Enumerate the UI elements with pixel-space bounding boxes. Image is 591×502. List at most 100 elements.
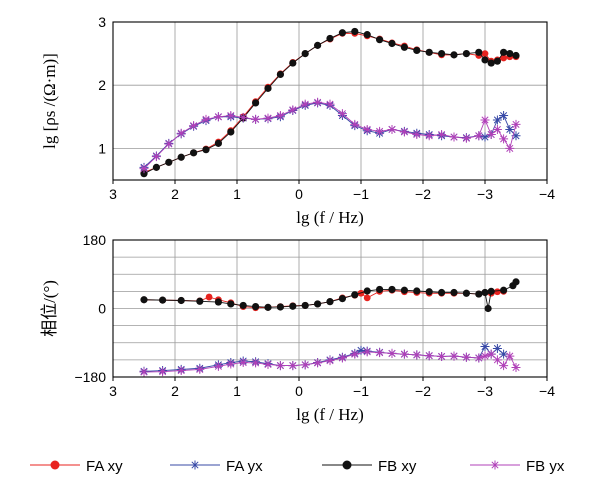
x-tick-label: 0 bbox=[295, 383, 303, 399]
data-point bbox=[511, 119, 521, 129]
data-point bbox=[351, 27, 359, 36]
y-tick-label: 2 bbox=[98, 77, 106, 93]
series-fb-xy bbox=[140, 278, 520, 313]
x-tick-label: 2 bbox=[171, 383, 179, 399]
data-point bbox=[400, 286, 408, 294]
data-point bbox=[462, 50, 470, 58]
data-point bbox=[214, 139, 222, 147]
data-point bbox=[226, 111, 236, 121]
data-point bbox=[326, 298, 334, 306]
data-point bbox=[276, 303, 284, 311]
data-point bbox=[289, 302, 297, 310]
data-point bbox=[213, 361, 223, 371]
data-point bbox=[413, 46, 421, 55]
data-point bbox=[425, 48, 433, 56]
data-point bbox=[438, 288, 446, 297]
x-tick-label: −3 bbox=[477, 383, 493, 399]
y-tick-label: 3 bbox=[98, 14, 106, 30]
data-point bbox=[487, 59, 495, 67]
x-tick-label: 0 bbox=[295, 186, 303, 202]
data-point bbox=[438, 50, 446, 58]
data-point bbox=[494, 288, 501, 296]
data-point bbox=[338, 295, 346, 303]
data-point bbox=[462, 289, 470, 297]
x-tick-label: 2 bbox=[171, 186, 179, 202]
data-point bbox=[139, 164, 149, 174]
data-point bbox=[288, 361, 298, 371]
data-point bbox=[164, 139, 174, 149]
x-tick-label: 1 bbox=[233, 186, 241, 202]
series-fa-yx bbox=[139, 342, 509, 376]
legend-label: FA yx bbox=[226, 458, 263, 475]
legend-label: FA xy bbox=[86, 458, 123, 475]
data-point bbox=[480, 132, 490, 142]
data-point bbox=[314, 41, 322, 49]
data-point bbox=[511, 131, 521, 141]
x-tick-label: −1 bbox=[353, 383, 369, 399]
data-point bbox=[424, 131, 434, 141]
data-point bbox=[387, 124, 397, 134]
y-tick-label: 180 bbox=[83, 232, 107, 248]
resistivity-panel: 3 2 1 0 −1 −2 −3 −4 1 2 3 lg (f / Hz) lg [ρs /(Ω·m)] bbox=[40, 14, 555, 227]
data-point bbox=[238, 112, 248, 122]
data-point bbox=[505, 143, 515, 153]
series-fb-yx bbox=[139, 347, 521, 377]
data-point bbox=[227, 300, 235, 308]
data-point bbox=[399, 349, 409, 359]
data-point bbox=[461, 133, 471, 143]
data-point bbox=[500, 54, 507, 62]
data-point bbox=[226, 359, 236, 369]
data-point bbox=[337, 109, 347, 119]
data-point bbox=[325, 99, 335, 109]
data-point bbox=[481, 56, 489, 64]
data-point bbox=[152, 163, 160, 171]
data-point bbox=[252, 302, 260, 311]
data-point bbox=[189, 121, 199, 131]
data-point bbox=[375, 348, 385, 358]
data-point bbox=[356, 345, 366, 355]
data-point bbox=[492, 343, 502, 353]
data-point bbox=[512, 278, 520, 286]
data-point bbox=[492, 124, 502, 134]
data-point bbox=[190, 149, 198, 157]
data-point bbox=[239, 301, 247, 310]
data-point bbox=[363, 287, 371, 295]
data-point bbox=[484, 304, 492, 313]
data-point bbox=[275, 361, 285, 371]
data-point bbox=[300, 360, 310, 370]
legend-item-fb-yx: FB yx bbox=[470, 458, 565, 475]
data-point bbox=[376, 285, 384, 294]
data-point bbox=[159, 296, 167, 304]
data-point bbox=[362, 347, 372, 357]
data-point bbox=[388, 39, 396, 48]
data-point bbox=[227, 128, 235, 136]
data-point bbox=[264, 303, 272, 311]
data-point bbox=[387, 348, 397, 358]
data-point bbox=[499, 111, 509, 121]
y-tick-label: 1 bbox=[98, 140, 106, 156]
x-tick-label: 3 bbox=[109, 186, 117, 202]
data-point bbox=[413, 287, 421, 295]
data-point bbox=[326, 34, 334, 43]
data-point bbox=[437, 129, 447, 139]
data-point bbox=[474, 131, 484, 141]
data-point bbox=[375, 126, 385, 136]
x-tick-label: −2 bbox=[415, 383, 431, 399]
data-point bbox=[474, 353, 484, 363]
legend: FA xy FA yx FB xy FB yx bbox=[30, 458, 565, 475]
data-point bbox=[500, 286, 508, 294]
data-point bbox=[337, 353, 347, 363]
data-point bbox=[424, 351, 434, 361]
data-point bbox=[481, 288, 489, 297]
data-point bbox=[506, 50, 514, 58]
x-tick-label: 1 bbox=[233, 383, 241, 399]
data-point bbox=[449, 351, 459, 361]
data-point bbox=[505, 351, 515, 361]
legend-item-fa-xy: FA xy bbox=[30, 458, 123, 475]
data-point bbox=[351, 291, 359, 299]
x-axis-label: lg (f / Hz) bbox=[296, 208, 364, 227]
data-point bbox=[300, 99, 310, 109]
data-point bbox=[289, 59, 297, 67]
legend-marker bbox=[190, 460, 200, 470]
